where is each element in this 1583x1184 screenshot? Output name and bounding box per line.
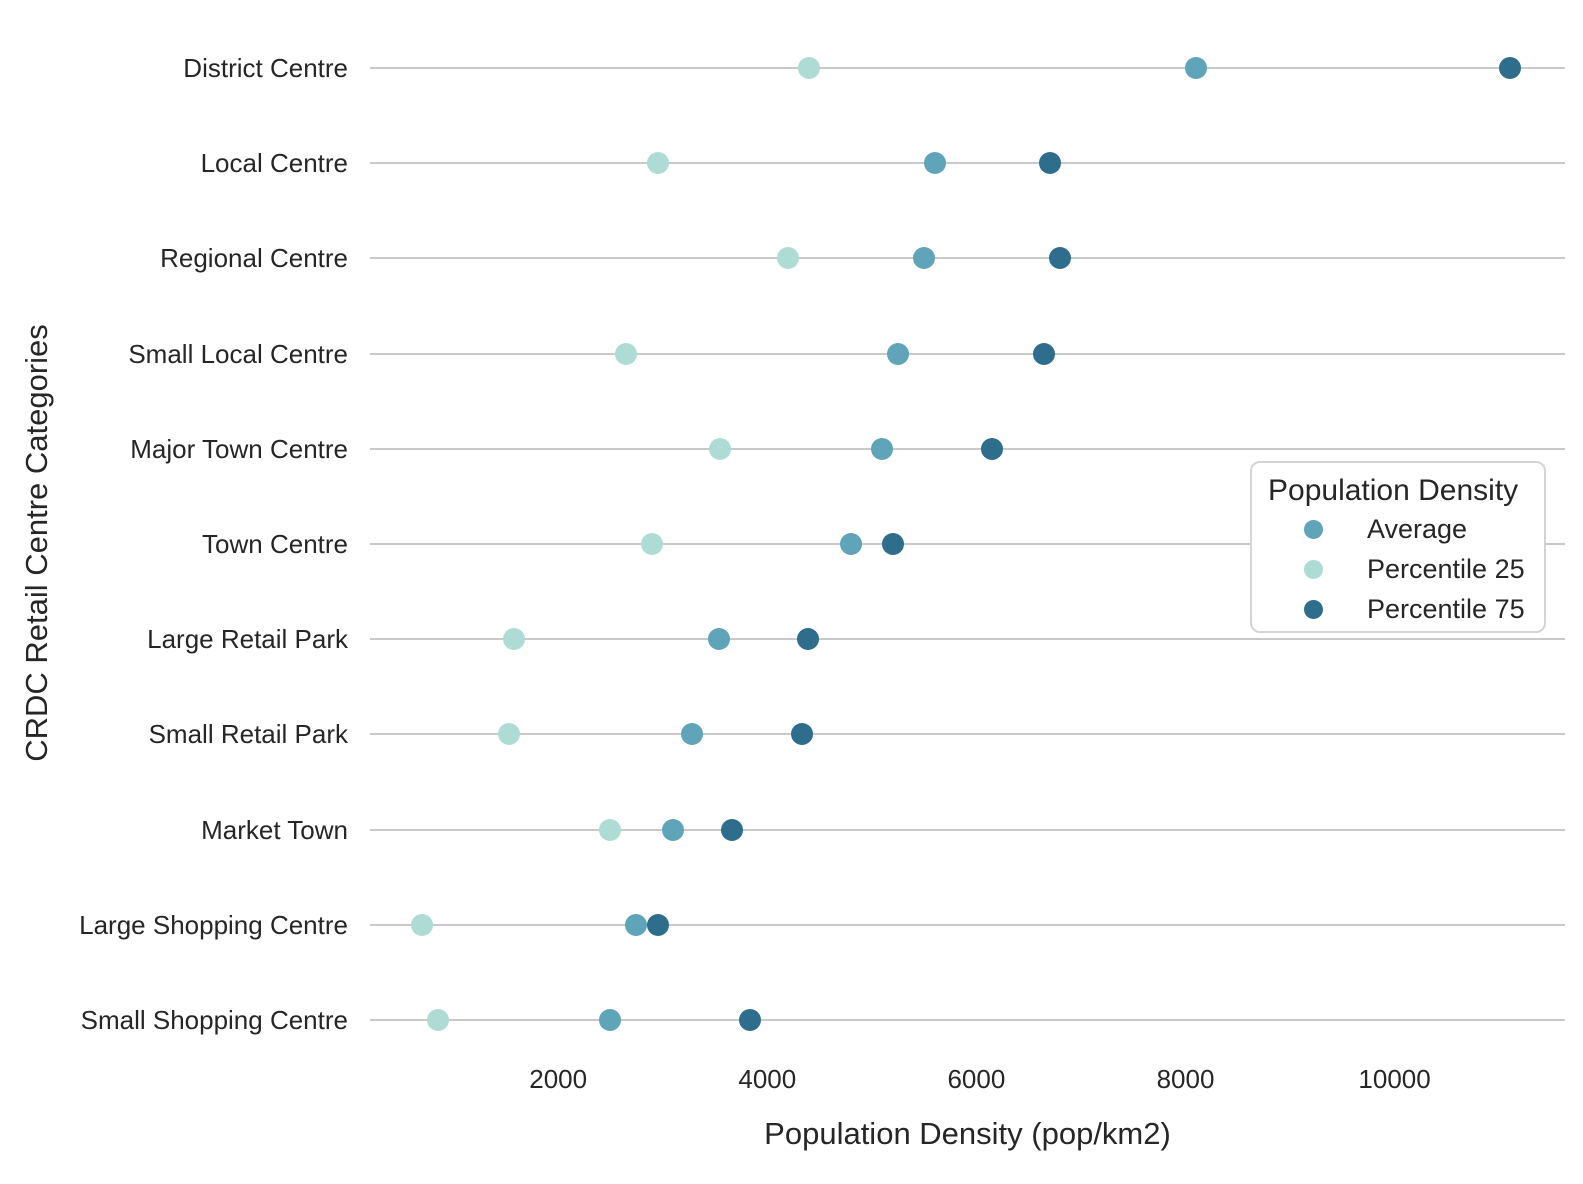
data-point-percentile-75 (1049, 247, 1072, 270)
y-tick-label: District Centre (183, 53, 348, 83)
legend-swatch-icon (1304, 519, 1323, 539)
legend-item: Average (1268, 509, 1544, 549)
data-point-average (624, 913, 647, 936)
data-point-percentile-25 (777, 247, 800, 270)
x-tick-label: 8000 (1156, 1064, 1215, 1094)
data-point-percentile-25 (646, 152, 669, 175)
data-point-average (886, 342, 909, 365)
category-gridline (370, 447, 1565, 450)
legend-items: Average Percentile 25 Percentile 75 (1268, 509, 1544, 629)
legend-swatch-icon (1304, 559, 1323, 579)
data-point-average (913, 247, 936, 270)
y-tick-label: Market Town (201, 814, 348, 845)
data-point-average (871, 437, 894, 460)
y-tick-label: Small Retail Park (148, 719, 348, 750)
legend-item-label: Average (1367, 513, 1468, 544)
data-point-percentile-75 (981, 437, 1004, 460)
data-point-average (599, 1009, 622, 1031)
data-point-percentile-25 (599, 818, 622, 841)
x-tick-label: 4000 (738, 1064, 797, 1094)
y-tick-label: Town Centre (202, 529, 348, 559)
y-tick-label: Large Shopping Centre (79, 909, 348, 940)
data-point-percentile-75 (1038, 152, 1061, 175)
data-point-average (839, 533, 862, 555)
category-gridline (370, 257, 1565, 260)
x-tick-label: 10000 (1358, 1064, 1431, 1094)
legend: Population Density Average Percentile 25 P… (1250, 461, 1546, 633)
legend-item: Percentile 25 (1268, 549, 1544, 589)
data-point-percentile-75 (1498, 57, 1521, 79)
legend-item-label: Percentile 75 (1367, 593, 1525, 624)
legend-title: Population Density (1268, 474, 1519, 507)
category-gridline (370, 162, 1565, 165)
data-point-percentile-25 (411, 913, 434, 936)
data-point-percentile-25 (615, 342, 638, 365)
data-point-percentile-75 (738, 1009, 761, 1031)
x-axis-label: Population Density (pop/km2) (764, 1116, 1171, 1151)
data-point-percentile-75 (881, 533, 904, 555)
data-point-percentile-25 (498, 723, 521, 746)
category-gridline (370, 733, 1565, 736)
x-tick-label: 6000 (947, 1064, 1006, 1094)
data-point-average (681, 723, 703, 746)
y-tick-label: Local Centre (200, 148, 348, 179)
data-point-percentile-25 (641, 533, 664, 555)
data-point-percentile-75 (1033, 342, 1056, 365)
category-gridline (370, 1019, 1565, 1021)
category-gridline (370, 352, 1565, 355)
legend-swatch-icon (1304, 599, 1323, 619)
y-tick-label: Regional Centre (160, 243, 348, 274)
category-gridline (370, 923, 1565, 926)
y-tick-label: Large Retail Park (147, 624, 348, 655)
data-point-average (662, 818, 685, 841)
y-tick-label: Major Town Centre (130, 433, 348, 464)
x-tick-label: 2000 (529, 1064, 588, 1094)
data-point-percentile-25 (798, 57, 821, 79)
y-tick-label: Small Shopping Centre (80, 1005, 348, 1035)
data-point-percentile-25 (503, 628, 526, 651)
data-point-percentile-75 (797, 628, 820, 651)
category-gridline (370, 638, 1565, 641)
category-gridline (370, 828, 1565, 831)
category-gridline (370, 543, 1565, 545)
data-point-percentile-75 (646, 913, 669, 936)
data-point-percentile-75 (790, 723, 813, 746)
legend-item: Percentile 75 (1268, 589, 1544, 629)
data-point-average (708, 628, 731, 651)
y-tick-label: Small Local Centre (128, 338, 348, 369)
data-point-average (923, 152, 946, 175)
legend-item-label: Percentile 25 (1367, 553, 1525, 584)
data-point-percentile-75 (720, 818, 743, 841)
data-point-average (1184, 57, 1207, 79)
data-point-percentile-25 (709, 437, 732, 460)
category-gridline (370, 67, 1565, 69)
data-point-percentile-25 (426, 1009, 449, 1031)
